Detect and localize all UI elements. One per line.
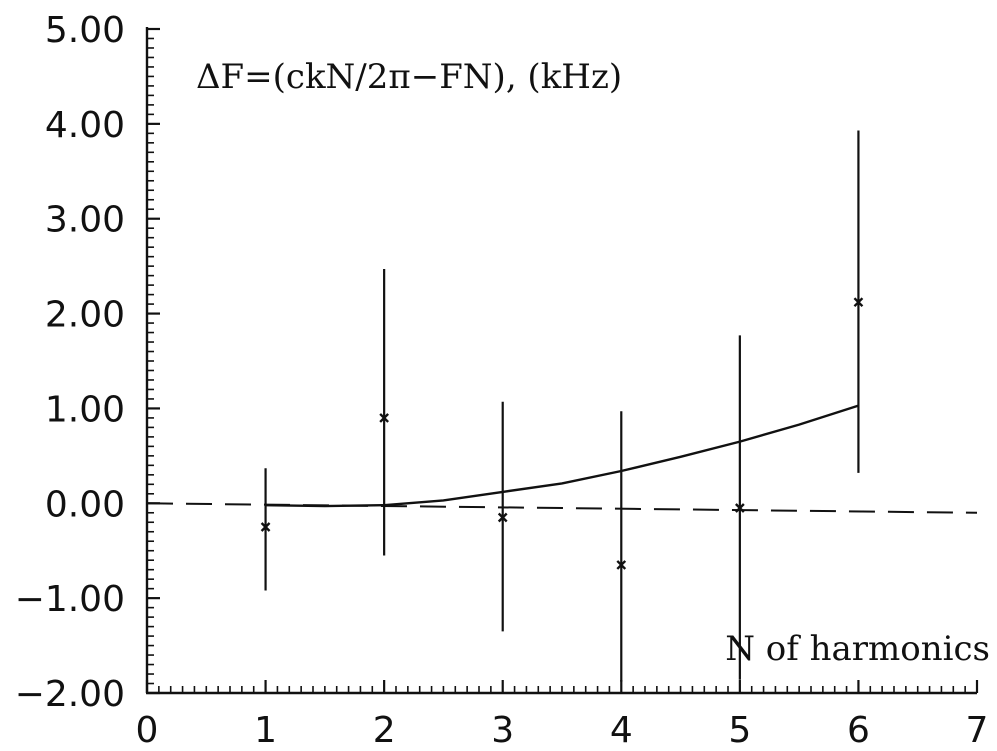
marker-stroke	[497, 512, 508, 523]
y-tick-label: 5.00	[45, 10, 125, 51]
x-tick-label: 5	[728, 710, 751, 751]
y-tick-label: −2.00	[15, 674, 125, 715]
marker-stroke	[379, 413, 389, 423]
x-axis-label: N of harmonics	[725, 629, 990, 669]
x-tick-label: 4	[610, 710, 633, 751]
data-point-marker	[379, 413, 389, 423]
fit-curve-line	[265, 404, 859, 508]
data-point-marker	[616, 560, 627, 570]
x-tick-label: 0	[136, 710, 159, 751]
y-tick-label: 1.00	[45, 389, 125, 430]
marker-stroke	[853, 297, 864, 308]
data-point-marker	[260, 522, 271, 532]
y-tick-label: 4.00	[45, 105, 125, 146]
error-bars	[264, 130, 860, 682]
y-tick-label: 2.00	[45, 295, 125, 336]
data-point-marker	[735, 503, 745, 513]
y-tick-label: 3.00	[45, 200, 125, 241]
ticks	[145, 27, 979, 695]
data-markers	[260, 297, 864, 570]
data-point-marker	[497, 512, 508, 523]
data-point-marker	[853, 297, 864, 308]
marker-stroke	[616, 560, 627, 570]
x-tick-label: 6	[847, 710, 870, 751]
tick-labels: 0 1 2 3 4 5 6 7 −2.00 −1.00 0.00 1.00 2.00 3.00 4.00 5.…	[15, 10, 989, 751]
marker-stroke	[735, 503, 745, 513]
y-tick-label: −1.00	[15, 579, 125, 620]
x-tick-label: 7	[966, 710, 989, 751]
x-tick-label: 2	[373, 710, 396, 751]
x-tick-label: 3	[491, 710, 514, 751]
axes	[145, 27, 977, 695]
y-tick-label: 0.00	[45, 484, 125, 525]
x-tick-label: 1	[254, 710, 277, 751]
plot-title: ΔF=(ckN/2π−FN), (kHz)	[196, 57, 622, 97]
marker-stroke	[260, 522, 271, 532]
fit-curve	[265, 404, 859, 508]
